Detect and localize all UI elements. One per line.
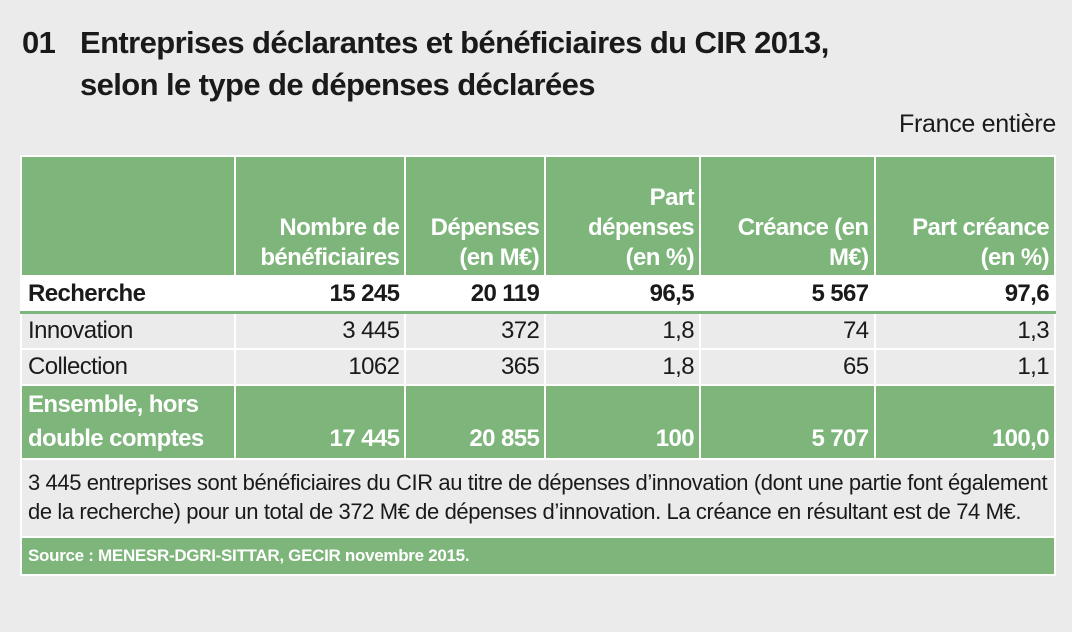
note-row: 3 445 entreprises sont bénéficiaires du … [20, 458, 1056, 538]
header-part-depenses: Part dépenses (en %) [544, 155, 701, 277]
total-label-line-1: Ensemble, hors [28, 391, 199, 418]
table-row: Innovation 3 445 372 1,8 74 1,3 [19, 311, 1056, 350]
total-row: Ensemble, hors double comptes 17 445 20 8… [19, 384, 1056, 460]
table-row: Recherche 15 245 20 119 96,5 5 567 97,6 [19, 275, 1056, 314]
header-beneficiaires: Nombre de bénéficiaires [234, 155, 407, 277]
header-part-creance: Part créance (en %) [873, 155, 1056, 277]
source-text: Source : MENESR-DGRI-SITTAR, GECIR novem… [20, 536, 1056, 576]
cell: 365 [404, 348, 547, 386]
title-line-2: selon le type de dépenses déclarées [80, 67, 595, 102]
cell: 20 855 [404, 384, 547, 460]
header-creance: Créance (en M€) [698, 155, 876, 277]
cell: 97,6 [873, 275, 1056, 314]
source-row: Source : MENESR-DGRI-SITTAR, GECIR novem… [20, 536, 1056, 576]
scope-label: France entière [899, 110, 1056, 138]
cell: 100,0 [873, 384, 1056, 460]
cell: 1,8 [544, 311, 701, 350]
cell: 65 [698, 348, 876, 386]
figure-number: 01 [22, 25, 56, 60]
row-label: Recherche [19, 275, 237, 314]
data-table: Nombre de bénéficiaires Dépenses (en M€)… [19, 155, 1056, 576]
cell: 1,1 [873, 348, 1056, 386]
row-label: Collection [19, 348, 237, 386]
cell: 74 [698, 311, 876, 350]
cell: 3 445 [234, 311, 407, 350]
cell: 96,5 [544, 275, 701, 314]
figure-title: 01 Entreprises déclarantes et bénéficiair… [22, 22, 829, 106]
cell: 372 [404, 311, 547, 350]
cell: 100 [544, 384, 701, 460]
cell: 1,8 [544, 348, 701, 386]
cell: 5 707 [698, 384, 876, 460]
cell: 1,3 [873, 311, 1056, 350]
note-text: 3 445 entreprises sont bénéficiaires du … [20, 458, 1056, 538]
row-label: Ensemble, hors double comptes [19, 384, 237, 460]
cell: 17 445 [234, 384, 407, 460]
row-label: Innovation [19, 311, 237, 350]
title-line-1: Entreprises déclarantes et bénéficiaires… [80, 25, 829, 60]
header-row: Nombre de bénéficiaires Dépenses (en M€)… [19, 155, 1056, 277]
total-label-line-2: double comptes [28, 425, 204, 452]
table-row: Collection 1062 365 1,8 65 1,1 [19, 348, 1056, 386]
header-empty [19, 155, 237, 277]
cell: 15 245 [234, 275, 407, 314]
header-depenses: Dépenses (en M€) [404, 155, 547, 277]
cell: 5 567 [698, 275, 876, 314]
cell: 20 119 [404, 275, 547, 314]
cell: 1062 [234, 348, 407, 386]
